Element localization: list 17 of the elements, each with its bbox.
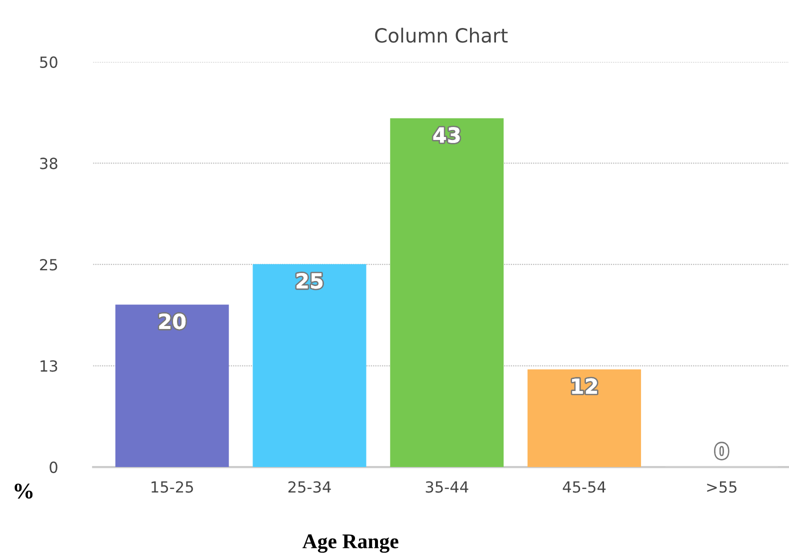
data-label: 20 [159,313,186,330]
y-tick-label: 0 [50,462,58,474]
x-tick-label: 25-34 [288,481,331,493]
y-axis-title: % [14,484,33,499]
x-tick-label: 35-44 [426,481,468,493]
y-tick-label: 13 [40,360,58,372]
data-label: 12 [572,378,597,394]
y-tick-label: 25 [40,258,58,271]
x-tick-label: >55 [707,481,736,493]
chart-title: Column Chart [375,28,508,43]
data-label: 43 [433,127,460,143]
x-tick-label: 15-25 [152,481,193,493]
y-tick-label: 38 [40,158,58,170]
data-label: 25 [296,272,323,289]
x-tick-label: 45-54 [562,481,606,493]
y-tick-label: 50 [40,56,58,68]
x-axis-title: Age Range [302,534,398,553]
